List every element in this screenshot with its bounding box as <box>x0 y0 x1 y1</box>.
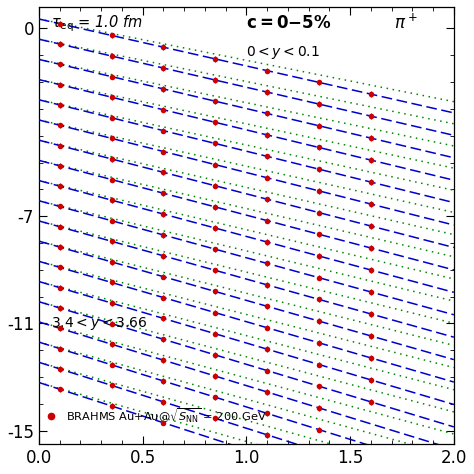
Text: $\pi^+$: $\pi^+$ <box>394 13 417 33</box>
Text: $\tau_{\rm eq}$ = 1.0 fm: $\tau_{\rm eq}$ = 1.0 fm <box>51 13 143 34</box>
Text: $0<y<0.1$: $0<y<0.1$ <box>246 44 320 61</box>
Text: $3.4<y<3.66$: $3.4<y<3.66$ <box>51 315 148 332</box>
Text: $\mathbf{c = 0{-}5\%}$: $\mathbf{c = 0{-}5\%}$ <box>246 13 332 31</box>
Text: BRAHMS Au+Au@$\sqrt{S_{\rm NN}}$ = 200 GeV: BRAHMS Au+Au@$\sqrt{S_{\rm NN}}$ = 200 G… <box>66 406 266 425</box>
